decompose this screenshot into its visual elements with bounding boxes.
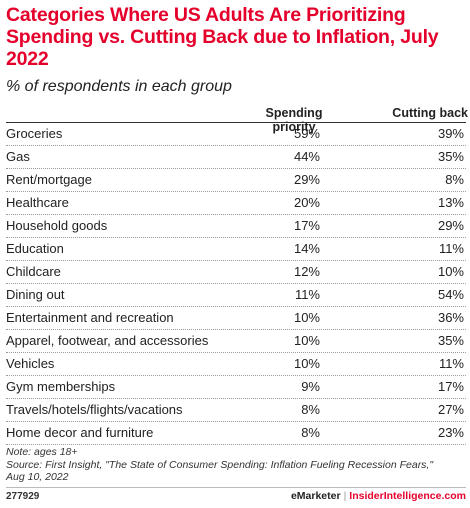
source-text-line-2: Aug 10, 2022 (6, 471, 69, 483)
header-divider (6, 122, 466, 123)
table-row: Education 14% 11% (6, 238, 466, 261)
cutting-back-value: 23% (437, 425, 464, 440)
spending-priority-value: 12% (293, 264, 320, 279)
spending-priority-value: 10% (293, 356, 320, 371)
spending-priority-value: 14% (293, 241, 320, 256)
spending-priority-value: 10% (293, 333, 320, 348)
cutting-back-value: 10% (437, 264, 464, 279)
spending-priority-value: 17% (293, 218, 320, 233)
row-category-label: Gym memberships (6, 379, 116, 394)
row-category-label: Apparel, footwear, and accessories (6, 333, 209, 348)
row-category-label: Travels/hotels/flights/vacations (6, 402, 183, 417)
spending-priority-value: 59% (293, 126, 320, 141)
cutting-back-value: 29% (437, 218, 464, 233)
cutting-back-value: 54% (437, 287, 464, 302)
spending-priority-value: 9% (301, 379, 320, 394)
cutting-back-value: 17% (437, 379, 464, 394)
footer-divider (6, 487, 466, 488)
cutting-back-value: 35% (437, 149, 464, 164)
cutting-back-value: 11% (438, 356, 464, 371)
row-category-label: Education (6, 241, 64, 256)
column-header-spending-priority: Spending priority (265, 106, 323, 134)
column-header-cutting-back: Cutting back (392, 106, 468, 120)
table-row: Childcare 12% 10% (6, 261, 466, 284)
spending-priority-value: 8% (301, 425, 320, 440)
table-row: Entertainment and recreation 10% 36% (6, 307, 466, 330)
cutting-back-value: 8% (445, 172, 464, 187)
table-row: Household goods 17% 29% (6, 215, 466, 238)
row-category-label: Household goods (6, 218, 108, 233)
row-category-label: Vehicles (6, 356, 55, 371)
chart-title: Categories Where US Adults Are Prioritiz… (6, 4, 439, 70)
brand-insider-intelligence: InsiderIntelligence.com (349, 490, 466, 502)
source-text-line-1: Source: First Insight, "The State of Con… (6, 458, 434, 471)
row-category-label: Entertainment and recreation (6, 310, 174, 325)
row-category-label: Groceries (6, 126, 63, 141)
footnotes: Note: ages 18+ Source: First Insight, "T… (6, 446, 466, 484)
table-row: Vehicles 10% 11% (6, 353, 466, 376)
data-table: Groceries 59% 39% Gas 44% 35% Rent/mortgage 29%… (6, 123, 466, 445)
table-row: Home decor and furniture 8% 23% (6, 422, 466, 445)
cutting-back-value: 11% (438, 241, 464, 256)
brand-separator: | (343, 490, 347, 502)
row-category-label: Home decor and furniture (6, 425, 154, 440)
cutting-back-value: 27% (437, 402, 464, 417)
table-row: Rent/mortgage 29% 8% (6, 169, 466, 192)
cutting-back-value: 39% (437, 126, 464, 141)
row-category-label: Gas (6, 149, 30, 164)
table-row: Groceries 59% 39% (6, 123, 466, 146)
row-category-label: Childcare (6, 264, 61, 279)
row-category-label: Healthcare (6, 195, 69, 210)
table-row: Gas 44% 35% (6, 146, 466, 169)
table-row: Travels/hotels/flights/vacations 8% 27% (6, 399, 466, 422)
spending-priority-value: 10% (293, 310, 320, 325)
spending-priority-value: 29% (293, 172, 320, 187)
table-row: Gym memberships 9% 17% (6, 376, 466, 399)
spending-priority-value: 20% (293, 195, 320, 210)
brand-footer: eMarketer | InsiderIntelligence.com (291, 490, 466, 502)
brand-emarketer: eMarketer (290, 490, 341, 502)
cutting-back-value: 35% (437, 333, 464, 348)
spending-priority-value: 44% (293, 149, 320, 164)
row-category-label: Dining out (6, 287, 65, 302)
cutting-back-value: 13% (437, 195, 464, 210)
table-row: Apparel, footwear, and accessories 10% 35% (6, 330, 466, 353)
row-category-label: Rent/mortgage (6, 172, 92, 187)
spending-priority-value: 8% (301, 402, 320, 417)
cutting-back-value: 36% (437, 310, 464, 325)
chart-id: 277929 (6, 491, 40, 502)
chart-subtitle: % of respondents in each group (6, 78, 232, 95)
note-text: Note: ages 18+ (6, 446, 78, 458)
table-row: Healthcare 20% 13% (6, 192, 466, 215)
table-row: Dining out 11% 54% (6, 284, 466, 307)
spending-priority-value: 11% (294, 287, 320, 302)
